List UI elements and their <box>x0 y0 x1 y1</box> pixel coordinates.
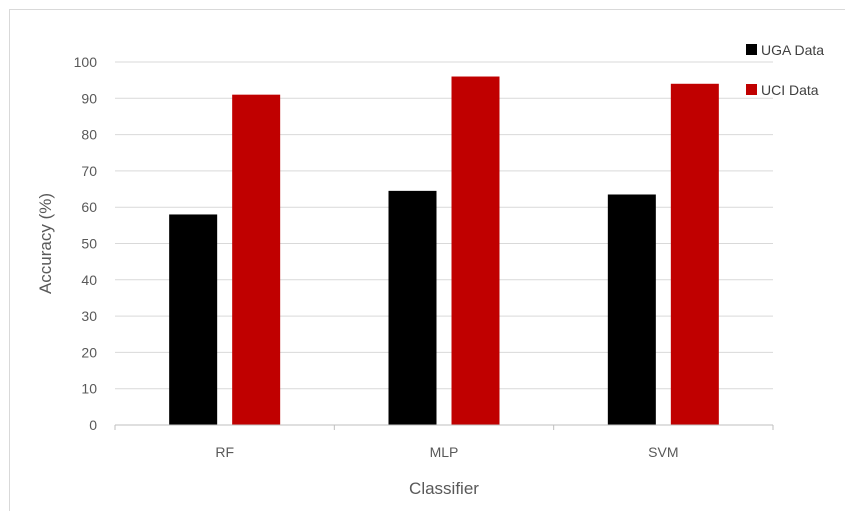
bar-uga-data-mlp <box>388 190 437 425</box>
chart-frame <box>9 9 845 511</box>
y-tick-label: 40 <box>81 272 97 288</box>
y-tick-label: 80 <box>81 127 97 143</box>
x-axis-title: Classifier <box>409 479 479 498</box>
bar-uci-data-rf <box>232 94 281 426</box>
gridlines <box>115 61 773 390</box>
x-axis-ticks: RF MLP SVM <box>114 425 774 460</box>
legend-label: UGA Data <box>761 42 824 58</box>
legend-label: UCI Data <box>761 82 819 98</box>
x-tick-label: SVM <box>648 444 678 460</box>
legend: UGA Data UCI Data <box>746 42 824 98</box>
y-axis-title: Accuracy (%) <box>36 193 55 294</box>
y-tick-label: 0 <box>89 417 97 433</box>
bar-uga-data-svm <box>607 194 656 425</box>
y-tick-label: 50 <box>81 236 97 252</box>
y-tick-label: 90 <box>81 90 97 106</box>
bar-uci-data-svm <box>670 83 719 425</box>
legend-swatch <box>746 44 757 55</box>
y-tick-label: 100 <box>74 54 98 70</box>
bars <box>169 76 719 426</box>
y-tick-label: 70 <box>81 163 97 179</box>
bar-uci-data-mlp <box>451 76 500 426</box>
y-axis-ticks: 0 10 20 30 40 50 60 70 80 90 100 <box>74 54 98 433</box>
y-tick-label: 30 <box>81 308 97 324</box>
bar-uga-data-rf <box>169 214 218 425</box>
legend-swatch <box>746 84 757 95</box>
y-tick-label: 20 <box>81 344 97 360</box>
y-tick-label: 60 <box>81 199 97 215</box>
x-tick-label: MLP <box>430 444 459 460</box>
x-tick-label: RF <box>215 444 234 460</box>
y-tick-label: 10 <box>81 381 97 397</box>
